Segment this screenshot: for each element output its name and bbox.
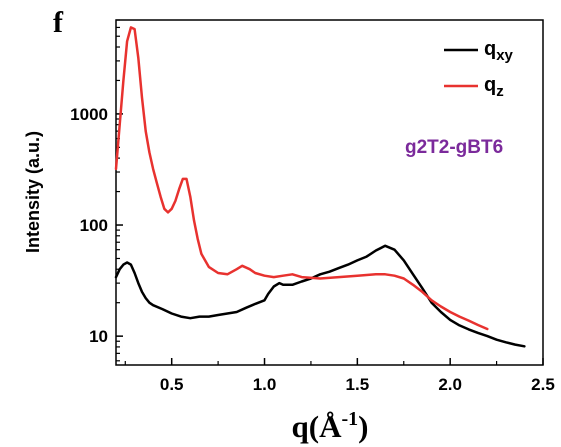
x-tick-label: 1.5 bbox=[346, 375, 370, 394]
series-line-qxy bbox=[114, 244, 526, 348]
axes-box bbox=[115, 19, 544, 366]
x-tick-label: 2.0 bbox=[438, 375, 462, 394]
x-axis-label-close: ) bbox=[358, 409, 368, 444]
legend-entry-qxy: qxy bbox=[444, 38, 514, 64]
x-tick-label: 1.0 bbox=[253, 375, 277, 394]
legend-label-qz-main: q bbox=[484, 74, 496, 96]
x-axis-label-sup: -1 bbox=[341, 408, 358, 430]
legend: qxy qz bbox=[444, 38, 514, 100]
plot-frame bbox=[115, 19, 544, 366]
x-tick-label: 2.5 bbox=[531, 375, 555, 394]
legend-label-qxy: qxy bbox=[484, 38, 514, 64]
y-axis-label: Intensity (a.u.) bbox=[23, 131, 43, 253]
y-tick-label: 1000 bbox=[70, 105, 108, 124]
series-line-qz bbox=[114, 26, 489, 331]
series-layer bbox=[114, 26, 526, 348]
sample-annotation: g2T2-gBT6 bbox=[405, 137, 503, 158]
x-axis-label-main: q(Å bbox=[292, 409, 343, 444]
legend-label-qxy-main: q bbox=[484, 38, 496, 60]
x-axis: 0.5 1.0 1.5 2.0 2.5 bbox=[124, 358, 555, 394]
y-tick-label: 10 bbox=[89, 327, 108, 346]
y-axis: 10 100 1000 bbox=[70, 19, 123, 362]
legend-entry-qz: qz bbox=[444, 74, 504, 100]
legend-label-qz: qz bbox=[484, 74, 504, 100]
legend-label-qxy-sub: xy bbox=[496, 47, 513, 64]
x-tick-label: 0.5 bbox=[160, 375, 184, 394]
legend-label-qz-sub: z bbox=[496, 83, 504, 100]
panel-label: f bbox=[53, 6, 64, 39]
x-axis-label: q(Å-1) bbox=[292, 408, 369, 444]
y-tick-label: 100 bbox=[80, 216, 108, 235]
